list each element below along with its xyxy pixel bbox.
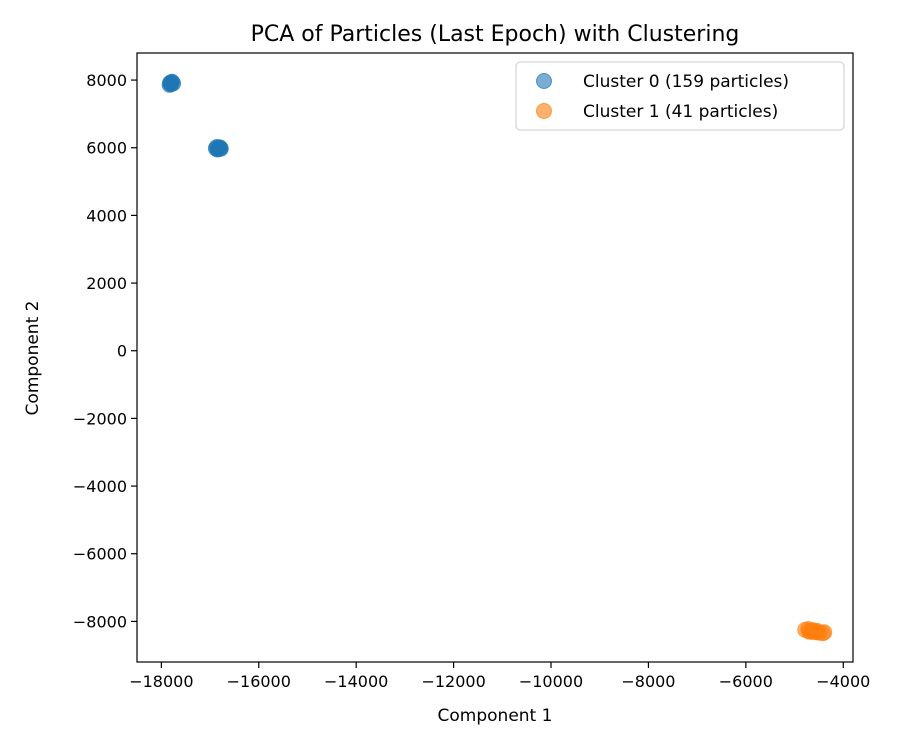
legend-marker-0	[536, 73, 552, 89]
x-tick-label: −12000	[421, 672, 485, 691]
y-tick-label: −2000	[73, 409, 127, 428]
plot-frame	[136, 52, 854, 663]
x-tick-label: −18000	[129, 672, 193, 691]
x-tick-label: −16000	[227, 672, 291, 691]
x-axis-label: Component 1	[438, 706, 553, 726]
legend-marker-1	[536, 103, 552, 119]
x-tick-label: −14000	[324, 672, 388, 691]
y-tick-label: 8000	[86, 71, 127, 90]
point-series-0-6	[162, 75, 179, 92]
point-series-0-14	[212, 140, 229, 157]
y-axis-label: Component 2	[23, 301, 43, 416]
y-tick-label: −6000	[73, 545, 127, 564]
y-tick-label: 6000	[86, 139, 127, 158]
legend-box	[515, 61, 845, 131]
legend-label-0: Cluster 0 (159 particles)	[583, 72, 789, 92]
legend-label-1: Cluster 1 (41 particles)	[583, 102, 778, 122]
y-tick-label: −8000	[73, 612, 127, 631]
x-tick-label: −4000	[816, 672, 870, 691]
y-tick-label: 2000	[86, 274, 127, 293]
x-tick-label: −8000	[621, 672, 675, 691]
chart-title: PCA of Particles (Last Epoch) with Clust…	[251, 22, 740, 47]
x-tick-label: −6000	[719, 672, 773, 691]
point-series-1-11	[808, 622, 825, 639]
axes-layer: −18000 −16000 −14000 −12000 −10000 −8000 −6000…	[73, 52, 870, 691]
legend: Cluster 0 (159 particles) Cluster 1 (41 p…	[515, 61, 845, 131]
y-tick-label: 0	[117, 342, 127, 361]
y-tick-label: −4000	[73, 477, 127, 496]
x-tick-label: −10000	[519, 672, 583, 691]
points-layer	[161, 73, 833, 642]
y-tick-label: 4000	[86, 206, 127, 225]
